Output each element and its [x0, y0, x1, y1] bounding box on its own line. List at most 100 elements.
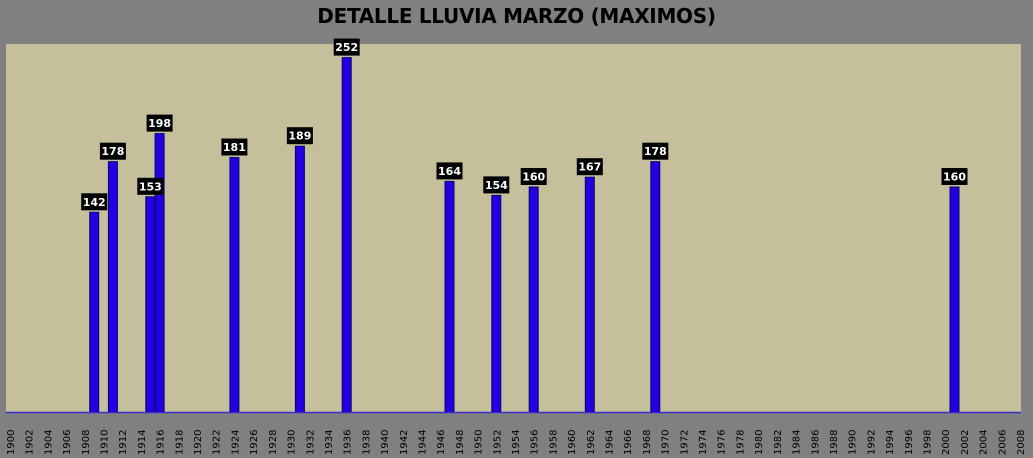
x-tick-label-1998: 1998: [923, 430, 934, 455]
plot-area: [6, 44, 1021, 413]
data-label-box: [520, 168, 547, 185]
x-tick-label-1984: 1984: [792, 430, 803, 455]
x-tick-label-1970: 1970: [661, 430, 672, 455]
data-label-1956: 160: [520, 168, 547, 185]
data-label-1931: 189: [286, 127, 313, 145]
data-label-text: 142: [83, 196, 106, 209]
data-label-text: 178: [101, 145, 124, 158]
x-tick-label-1934: 1934: [324, 430, 335, 455]
x-tick-label-1952: 1952: [492, 430, 503, 455]
data-label-text: 181: [223, 141, 246, 154]
x-tick-label-1920: 1920: [193, 430, 204, 455]
bar-2001: [949, 186, 960, 413]
data-label-1962: 167: [576, 158, 603, 176]
data-label-text: 178: [644, 145, 667, 158]
x-tick-label-1902: 1902: [25, 430, 36, 455]
data-label-box: [576, 158, 603, 176]
bar-1969: [650, 161, 661, 413]
data-label-box: [221, 138, 248, 156]
x-tick-label-1996: 1996: [904, 430, 915, 455]
x-tick-label-1992: 1992: [866, 430, 877, 455]
chart-title: DETALLE LLUVIA MARZO (MAXIMOS): [317, 4, 716, 28]
data-label-text: 252: [335, 41, 358, 54]
data-label-2001: 160: [941, 168, 968, 185]
x-tick-label-1976: 1976: [717, 430, 728, 455]
bar-1931: [294, 145, 305, 413]
data-label-box: [146, 114, 173, 132]
x-tick-label-2004: 2004: [979, 430, 990, 455]
x-tick-label-1908: 1908: [81, 430, 92, 455]
data-label-box: [436, 162, 463, 180]
x-tick-label-1946: 1946: [436, 430, 447, 455]
data-labels-layer: 142 178 153 198 181 189 252 164 154 160 167 178 160: [81, 38, 968, 211]
x-tick-label-1924: 1924: [230, 430, 241, 455]
x-tick-label-1930: 1930: [287, 430, 298, 455]
x-tick-label-2002: 2002: [960, 430, 971, 455]
x-tick-label-1948: 1948: [455, 430, 466, 455]
x-tick-label-1944: 1944: [418, 430, 429, 455]
x-tick-label-2000: 2000: [941, 430, 952, 455]
x-tick-label-1904: 1904: [43, 430, 54, 455]
bar-1916: [154, 133, 165, 413]
x-tick-label-1958: 1958: [548, 430, 559, 455]
x-tick-label-2006: 2006: [997, 430, 1008, 455]
x-tick-label-1918: 1918: [174, 430, 185, 455]
data-label-text: 154: [485, 179, 508, 192]
x-tick-label-1988: 1988: [829, 430, 840, 455]
bar-1962: [584, 176, 595, 413]
bar-1947: [444, 180, 455, 413]
x-tick-label-1914: 1914: [137, 430, 148, 455]
x-tick-label-1938: 1938: [361, 430, 372, 455]
bar-1956: [528, 186, 539, 413]
bar-1936: [341, 57, 352, 413]
data-label-1915: 153: [137, 177, 164, 195]
data-label-box: [941, 168, 968, 185]
x-tick-label-1972: 1972: [679, 430, 690, 455]
data-label-text: 164: [438, 165, 461, 178]
data-label-text: 198: [148, 117, 171, 130]
data-label-box: [483, 176, 510, 194]
x-tick-label-1906: 1906: [62, 430, 73, 455]
data-label-text: 153: [139, 180, 162, 193]
x-tick-label-1916: 1916: [156, 430, 167, 455]
x-tick-label-1956: 1956: [530, 430, 541, 455]
data-label-1947: 164: [436, 162, 463, 180]
data-label-box: [81, 193, 108, 211]
x-tick-label-1964: 1964: [605, 430, 616, 455]
x-tick-label-1942: 1942: [399, 430, 410, 455]
x-tick-label-1940: 1940: [380, 430, 391, 455]
x-tick-label-1912: 1912: [118, 430, 129, 455]
x-tick-label-1936: 1936: [343, 430, 354, 455]
bar-1915: [145, 196, 156, 413]
data-label-box: [286, 127, 313, 145]
data-label-box: [642, 142, 669, 160]
bar-1952: [491, 194, 502, 413]
x-tick-label-1932: 1932: [305, 430, 316, 455]
x-tick-label-1968: 1968: [642, 430, 653, 455]
data-label-box: [99, 142, 126, 160]
x-tick-label-1962: 1962: [586, 430, 597, 455]
x-tick-label-1990: 1990: [848, 430, 859, 455]
x-tick-label-1922: 1922: [212, 430, 223, 455]
bar-1911: [107, 161, 118, 413]
x-tick-label-1928: 1928: [268, 430, 279, 455]
data-label-text: 160: [943, 171, 966, 184]
x-tick-label-1980: 1980: [754, 430, 765, 455]
data-label-1969: 178: [642, 142, 669, 160]
x-tick-label-1966: 1966: [623, 430, 634, 455]
x-tick-label-1954: 1954: [511, 430, 522, 455]
x-tick-label-1974: 1974: [698, 430, 709, 455]
data-label-1916: 198: [146, 114, 173, 132]
bar-1909: [89, 211, 100, 413]
data-label-1924: 181: [221, 138, 248, 156]
data-label-text: 160: [522, 171, 545, 184]
x-tick-label-1910: 1910: [100, 430, 111, 455]
x-tick-label-1982: 1982: [773, 430, 784, 455]
x-tick-label-1950: 1950: [474, 430, 485, 455]
x-tick-label-1978: 1978: [735, 430, 746, 455]
data-label-box: [137, 177, 164, 195]
data-label-1952: 154: [483, 176, 510, 194]
data-label-text: 167: [578, 161, 601, 174]
data-label-box: [333, 38, 360, 56]
